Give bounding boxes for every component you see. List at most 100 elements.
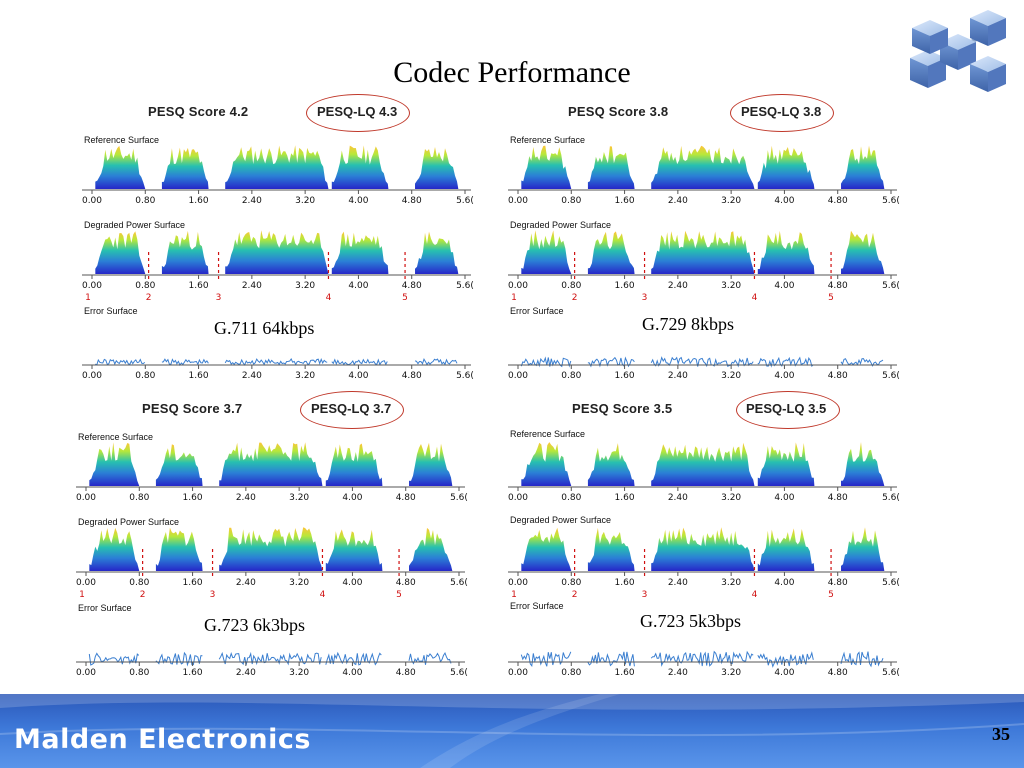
tick-label: 0.80	[561, 371, 581, 381]
tick-label: 4.80	[396, 493, 416, 503]
tick-label: 0.80	[135, 196, 155, 206]
page-number: 35	[992, 724, 1010, 744]
error-trace	[95, 358, 458, 366]
error-trace	[520, 650, 884, 668]
pesq-lq-score: PESQ-LQ 3.5	[746, 401, 827, 416]
tick-label: 5.6(	[882, 371, 900, 381]
tick-label: 0.80	[561, 281, 581, 291]
tick-label: 4.00	[774, 578, 794, 588]
tick-label: 2.40	[242, 371, 262, 381]
tick-label: 3.20	[721, 196, 741, 206]
tick-label: 4.00	[342, 493, 362, 503]
tick-label: 4.80	[828, 196, 848, 206]
tick-label: 2.40	[236, 668, 256, 678]
degraded-time-axis: 0.00 0.80 1.60 2.40 3.20 4.00 4.80 5.6(	[508, 274, 900, 291]
pesq-lq-score: PESQ-LQ 3.7	[311, 401, 392, 416]
tick-label: 2.40	[668, 668, 688, 678]
pesq-lq-score: PESQ-LQ 4.3	[317, 104, 398, 119]
codec-caption: G.723 5k3bps	[640, 611, 742, 631]
tick-label: 1.60	[183, 493, 203, 503]
segment-marker-label: 2	[572, 293, 578, 303]
tick-label: 0.00	[82, 371, 102, 381]
tick-label: 4.80	[396, 578, 416, 588]
pesq-score: PESQ Score 3.7	[142, 401, 243, 416]
tick-label: 2.40	[242, 281, 262, 291]
reference-surface	[521, 145, 885, 189]
segment-marker-label: 3	[642, 590, 648, 600]
tick-label: 2.40	[668, 281, 688, 291]
tick-label: 0.00	[76, 493, 96, 503]
reference-surface	[95, 145, 459, 189]
segment-marker-label: 1	[79, 590, 85, 600]
codec-caption: G.711 64kbps	[214, 318, 315, 338]
segment-marker-label: 2	[140, 590, 146, 600]
tick-label: 5.6(	[882, 493, 900, 503]
tick-label: 1.60	[615, 281, 635, 291]
segment-marker-label: 3	[642, 293, 648, 303]
degraded-surface-title: Degraded Power Surface	[78, 517, 180, 527]
segment-marker-label: 3	[210, 590, 216, 600]
error-surface-title: Error Surface	[84, 306, 138, 316]
tick-label: 4.80	[828, 668, 848, 678]
tick-label: 0.00	[76, 668, 96, 678]
degraded-surface	[521, 230, 885, 274]
tick-label: 4.00	[774, 493, 794, 503]
degraded-time-axis: 0.00 0.80 1.60 2.40 3.20 4.00 4.80 5.6(	[82, 274, 474, 291]
tick-label: 0.80	[561, 493, 581, 503]
tick-label: 3.20	[295, 281, 315, 291]
error-time-axis: 0.00 0.80 1.60 2.40 3.20 4.00 4.80 5.6(	[508, 364, 900, 381]
pesq-score: PESQ Score 3.5	[572, 401, 673, 416]
tick-label: 1.60	[615, 578, 635, 588]
reference-surface	[521, 442, 885, 486]
tick-label: 0.80	[129, 668, 149, 678]
segment-marker-label: 5	[396, 590, 402, 600]
tick-label: 2.40	[668, 578, 688, 588]
tick-label: 3.20	[721, 281, 741, 291]
tick-label: 5.6(	[456, 371, 474, 381]
tick-label: 4.80	[828, 281, 848, 291]
degraded-surface	[95, 230, 459, 274]
tick-label: 0.00	[508, 281, 528, 291]
segment-marker-label: 4	[752, 293, 758, 303]
tick-label: 3.20	[289, 668, 309, 678]
degraded-time-axis: 0.00 0.80 1.60 2.40 3.20 4.00 4.80 5.6(	[508, 571, 900, 588]
error-time-axis: 0.00 0.80 1.60 2.40 3.20 4.00 4.80 5.6(	[76, 661, 468, 678]
tick-label: 0.80	[135, 371, 155, 381]
segment-marker-label: 2	[572, 590, 578, 600]
error-time-axis: 0.00 0.80 1.60 2.40 3.20 4.00 4.80 5.6(	[508, 661, 900, 678]
tick-label: 3.20	[721, 578, 741, 588]
pesq-score: PESQ Score 3.8	[568, 104, 669, 119]
highlight-oval	[300, 391, 404, 429]
tick-label: 3.20	[289, 578, 309, 588]
degraded-time-axis: 0.00 0.80 1.60 2.40 3.20 4.00 4.80 5.6(	[76, 571, 468, 588]
reference-surface-title: Reference Surface	[84, 135, 160, 145]
codec-panel-g729: PESQ Score 3.8 PESQ-LQ 3.8 Reference Sur…	[506, 94, 906, 390]
footer-swoosh	[0, 694, 1024, 768]
tick-label: 0.80	[129, 493, 149, 503]
segment-marker-label: 1	[511, 590, 517, 600]
segment-marker-label: 5	[828, 293, 834, 303]
segment-marker-label: 4	[752, 590, 758, 600]
error-surface-title: Error Surface	[510, 601, 564, 611]
pesq-score: PESQ Score 4.2	[148, 104, 249, 119]
codec-caption: G.723 6k3bps	[204, 615, 306, 635]
tick-label: 2.40	[242, 196, 262, 206]
network-cubes-icon	[910, 10, 1006, 92]
tick-label: 4.00	[348, 371, 368, 381]
tick-label: 5.6(	[882, 196, 900, 206]
tick-label: 1.60	[615, 196, 635, 206]
tick-label: 4.80	[402, 281, 422, 291]
tick-label: 0.80	[561, 196, 581, 206]
reference-surface-title: Reference Surface	[510, 429, 586, 439]
tick-label: 0.80	[561, 578, 581, 588]
tick-label: 4.00	[774, 371, 794, 381]
tick-label: 5.6(	[456, 196, 474, 206]
tick-label: 0.80	[135, 281, 155, 291]
degraded-surface	[89, 527, 453, 571]
reference-time-axis: 0.00 0.80 1.60 2.40 3.20 4.00 4.80 5.6(	[76, 486, 468, 503]
codec-caption: G.729 8kbps	[642, 314, 735, 334]
error-surface-title: Error Surface	[78, 603, 132, 613]
highlight-oval	[736, 391, 840, 429]
error-time-axis: 0.00 0.80 1.60 2.40 3.20 4.00 4.80 5.6(	[82, 364, 474, 381]
tick-label: 3.20	[721, 668, 741, 678]
